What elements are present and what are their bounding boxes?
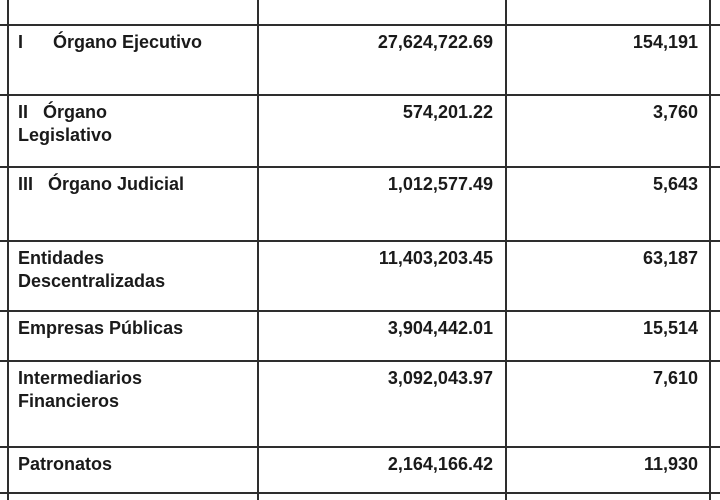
empty-cell: [506, 0, 710, 24]
table-border-right: [709, 0, 711, 500]
empty-cell: [258, 0, 506, 24]
empty-cell: [258, 494, 506, 500]
row-count: 5,643: [652, 174, 698, 194]
row-count: 11,930: [643, 454, 698, 474]
empty-cell: [0, 0, 258, 24]
column-divider-count: [505, 0, 507, 500]
row-label: Intermediarios Financieros: [18, 368, 143, 411]
partial-row-top: [0, 0, 720, 26]
table-row: I Órgano Ejecutivo 27,624,722.69 154,191: [0, 26, 720, 96]
row-label: Empresas Públicas: [18, 318, 184, 338]
column-divider-amount: [257, 0, 259, 500]
row-amount: 27,624,722.69: [377, 32, 493, 52]
table-border-left: [7, 0, 9, 500]
empty-cell: [0, 494, 258, 500]
row-label: Patronatos: [18, 454, 113, 474]
row-amount: 574,201.22: [402, 102, 493, 122]
row-count: 63,187: [642, 248, 698, 268]
row-amount: 2,164,166.42: [387, 454, 493, 474]
table-row: Patronatos 2,164,166.42 11,930: [0, 448, 720, 494]
table-row: Entidades Descentralizadas 11,403,203.45…: [0, 242, 720, 312]
row-count: 154,191: [632, 32, 698, 52]
table-row: II Órgano Legislativo 574,201.22 3,760: [0, 96, 720, 168]
table-row: Empresas Públicas 3,904,442.01 15,514: [0, 312, 720, 362]
row-amount: 3,092,043.97: [387, 368, 493, 388]
row-amount: 1,012,577.49: [387, 174, 493, 194]
row-label: II Órgano Legislativo: [18, 102, 113, 145]
table-row: III Órgano Judicial 1,012,577.49 5,643: [0, 168, 720, 242]
partial-row-bottom: [0, 494, 720, 500]
row-amount: 3,904,442.01: [387, 318, 493, 338]
row-count: 15,514: [642, 318, 698, 338]
table-row: Intermediarios Financieros 3,092,043.97 …: [0, 362, 720, 448]
row-count: 7,610: [652, 368, 698, 388]
row-label: III Órgano Judicial: [18, 174, 185, 194]
row-amount: 11,403,203.45: [378, 248, 493, 268]
empty-cell: [506, 494, 710, 500]
row-count: 3,760: [652, 102, 698, 122]
row-label: Entidades Descentralizadas: [18, 248, 166, 291]
row-label: I Órgano Ejecutivo: [18, 32, 203, 52]
